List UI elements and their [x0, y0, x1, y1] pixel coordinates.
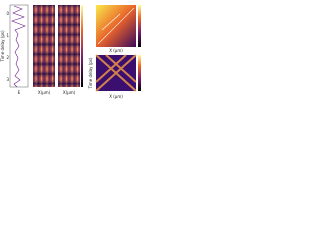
colorbar — [138, 5, 141, 47]
labels: Time delay (ps) 0 1 2 3 E X(μm) X(μm) X (μm) Time… — [0, 11, 123, 99]
figure: Time delay (ps) 0 1 2 3 E X(μm) X(μm) X (μm) Time… — [0, 4, 141, 99]
heatmap-overlay — [58, 5, 80, 87]
annotation-arrow — [97, 7, 135, 45]
y-axis-label: Time delay (ps) — [0, 30, 5, 62]
y-tick-label: 1 — [6, 33, 9, 38]
colorbar — [138, 55, 141, 91]
y-tick-label: 0 — [6, 11, 9, 16]
panel-frame — [9, 4, 29, 88]
x-axis-label: X (μm) — [109, 48, 123, 53]
y-tick-label: 2 — [6, 55, 9, 60]
x-axis-label: X (μm) — [109, 94, 123, 99]
x-axis-label: X(μm) — [63, 90, 76, 95]
y-axis-label: Time delay (ps) — [88, 57, 93, 89]
y-tick-label: 3 — [6, 77, 9, 82]
heatmap-overlay — [33, 5, 55, 87]
trace — [11, 5, 26, 88]
heatmap-pattern — [95, 54, 137, 92]
x-axis-label: E — [18, 90, 21, 95]
x-axis-label: X(μm) — [38, 90, 51, 95]
colorbar — [81, 5, 83, 87]
